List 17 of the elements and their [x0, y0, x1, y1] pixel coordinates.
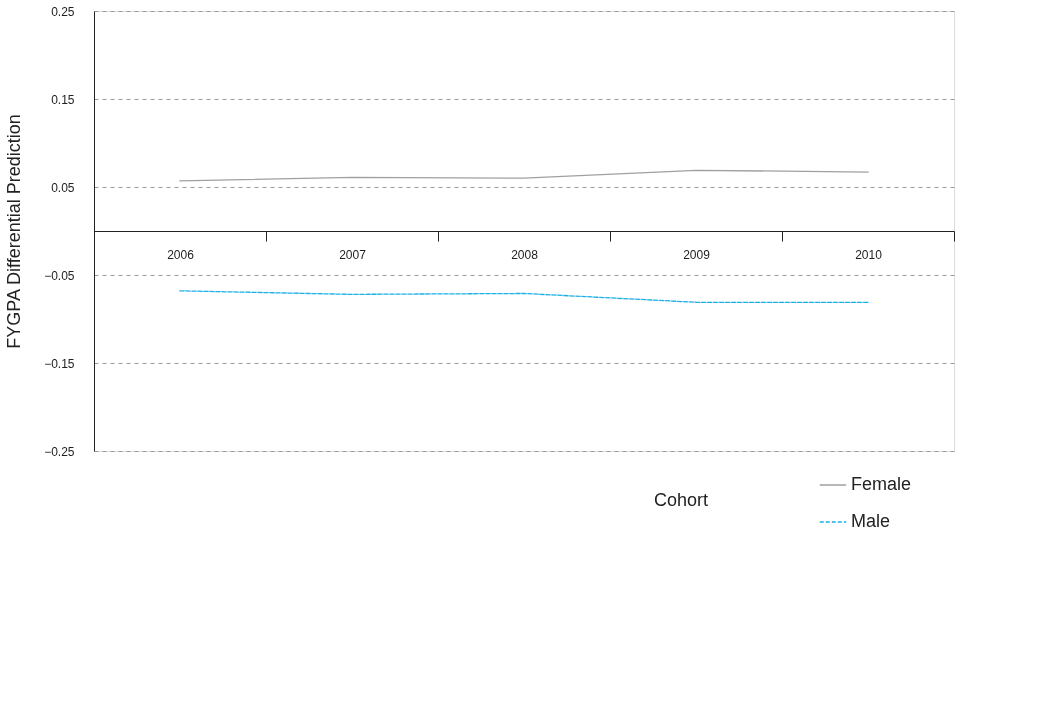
y-tick-label: 0.05 — [51, 180, 75, 195]
y-tick-label: 0.15 — [51, 92, 75, 107]
x-tick-label: 2010 — [855, 247, 883, 262]
x-tick-label: 2008 — [511, 247, 539, 262]
legend-label: Female — [851, 474, 912, 494]
legend-label: Male — [851, 511, 891, 531]
line-series — [179, 169, 869, 182]
y-tick-label: −0.25 — [44, 444, 75, 459]
y-tick-label: −0.15 — [44, 356, 75, 371]
x-tick-label: 2007 — [339, 247, 367, 262]
y-axis-title: FYGPA Differential Prediction — [4, 114, 25, 349]
legend-title: Cohort — [654, 490, 709, 510]
line-series — [179, 290, 869, 303]
y-tick-label: 0.25 — [51, 4, 75, 19]
x-tick-label: 2009 — [683, 247, 711, 262]
y-tick-label: −0.05 — [44, 268, 75, 283]
x-tick-label: 2006 — [167, 247, 195, 262]
